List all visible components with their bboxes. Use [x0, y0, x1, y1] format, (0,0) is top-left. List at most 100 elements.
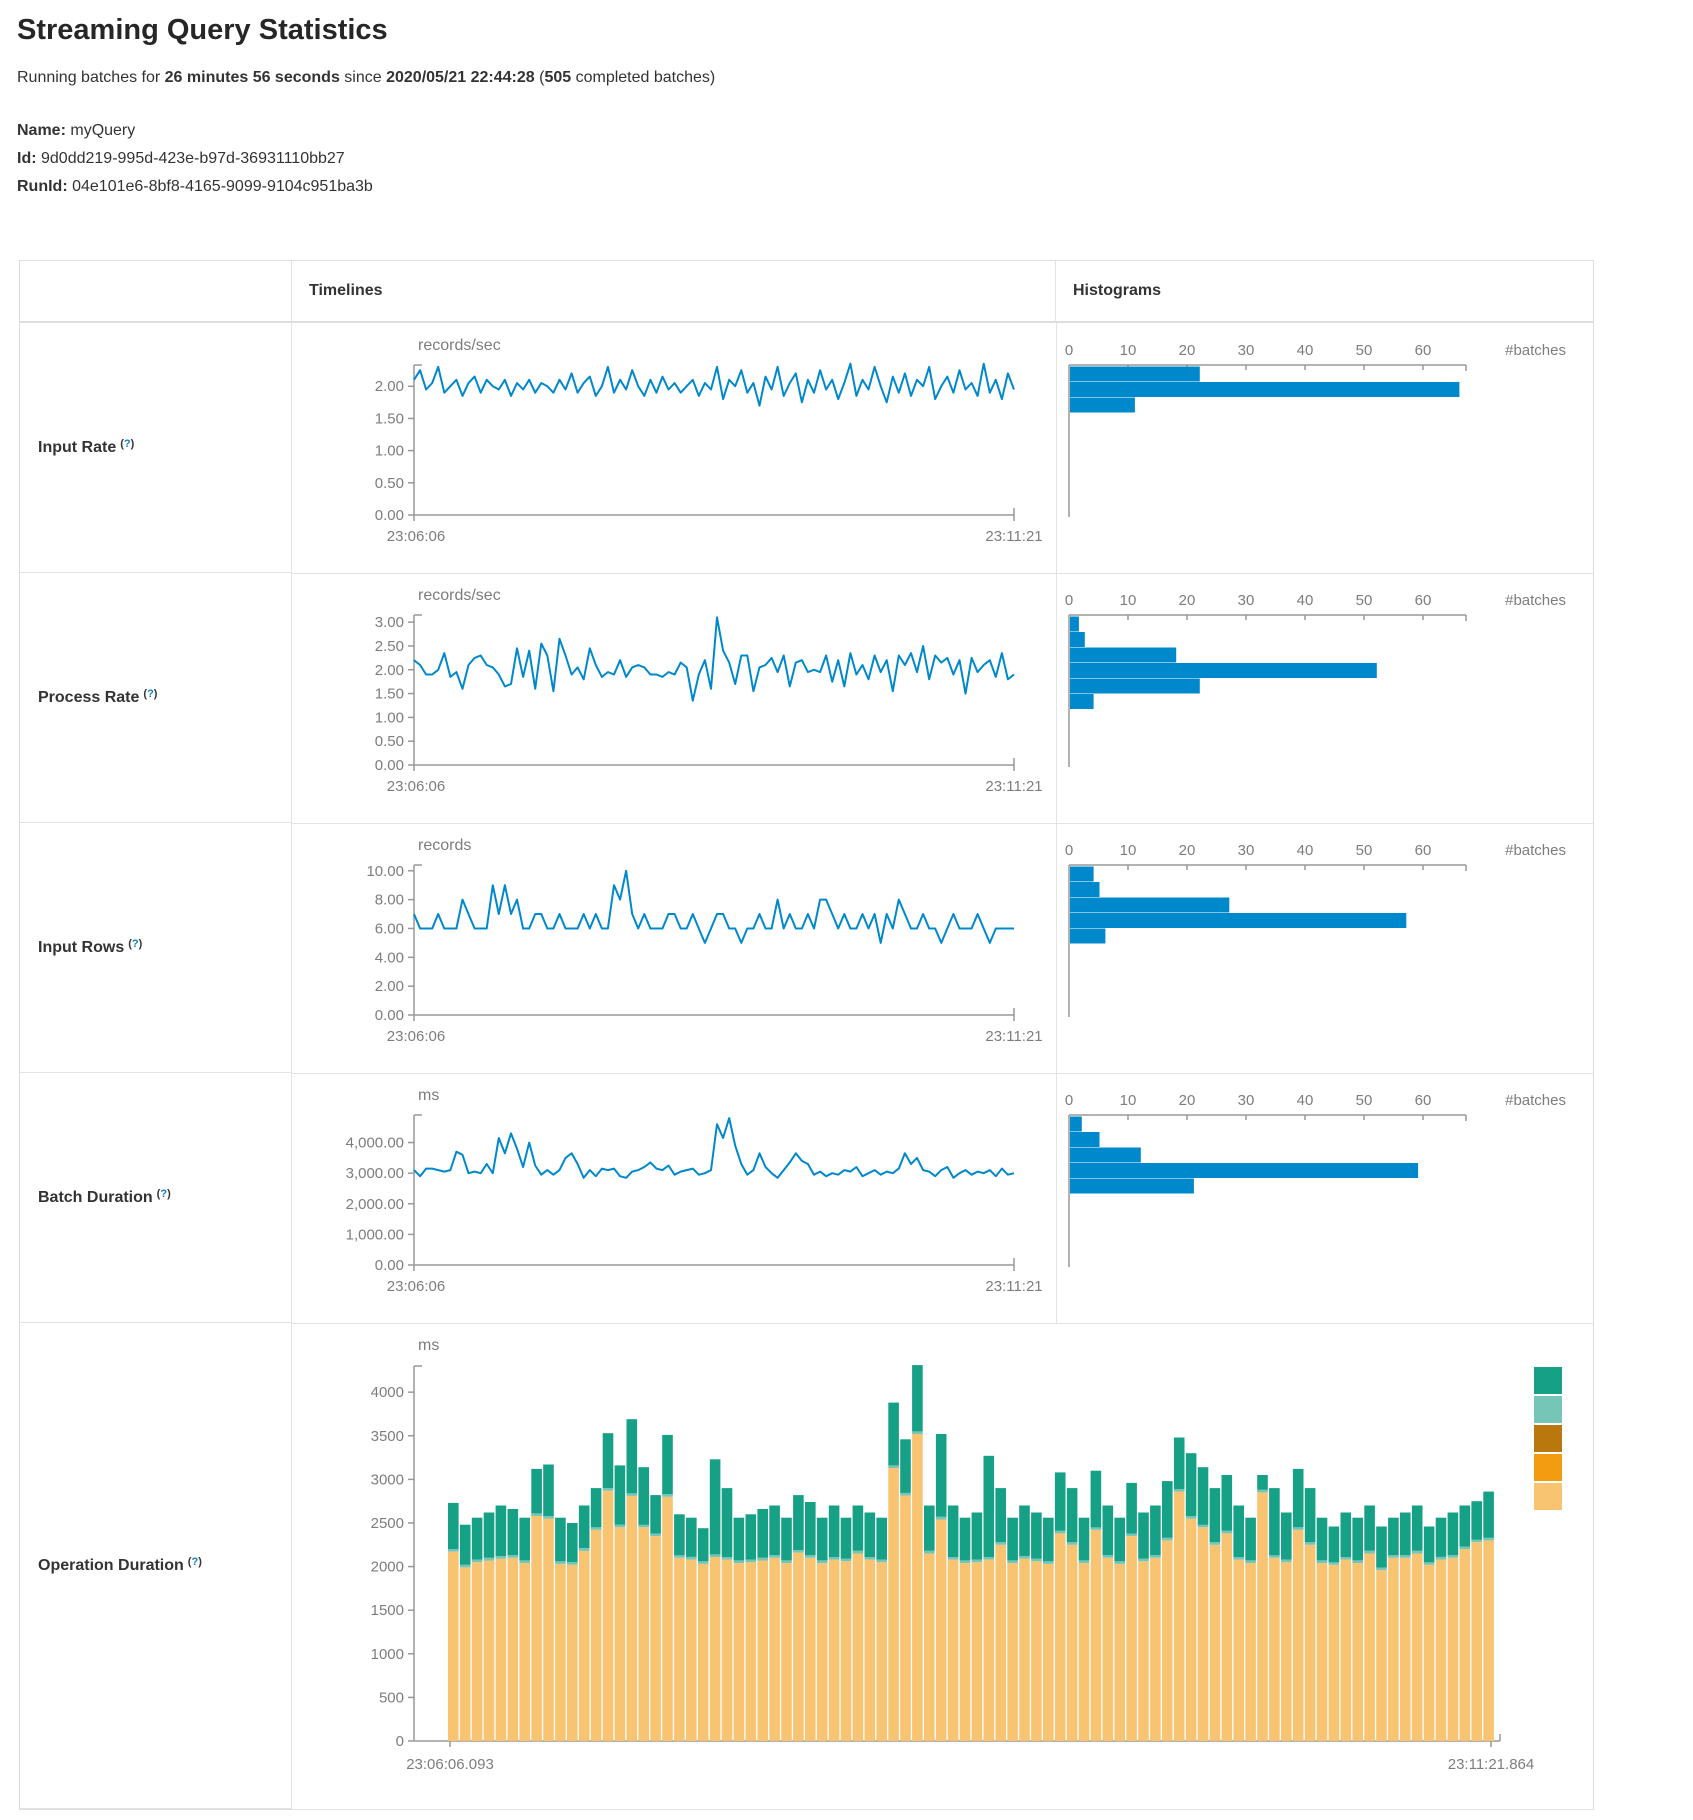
svg-text:10: 10 — [1120, 592, 1137, 609]
svg-text:#batches: #batches — [1505, 1092, 1566, 1109]
svg-text:0.50: 0.50 — [375, 733, 404, 750]
svg-text:1000: 1000 — [371, 1646, 404, 1663]
svg-text:23:11:21: 23:11:21 — [985, 528, 1042, 545]
histogram-svg: 0 10 20 30 40 50 60 #batches — [1065, 1092, 1566, 1267]
metric-label-input-rows: Input Rows (?) — [20, 823, 292, 1073]
metric-label-text: Input Rows — [38, 938, 125, 956]
svg-text:records: records — [418, 837, 471, 854]
svg-text:#batches: #batches — [1505, 342, 1566, 359]
histogram-svg: 0 10 20 30 40 50 60 #batches — [1065, 592, 1566, 767]
svg-text:30: 30 — [1238, 342, 1255, 359]
svg-text:50: 50 — [1356, 592, 1373, 609]
header-empty — [20, 261, 292, 323]
start-time: 2020/05/21 22:44:28 — [386, 69, 535, 86]
paren-open: ( — [534, 69, 545, 86]
svg-text:1.50: 1.50 — [375, 686, 404, 703]
help-icon[interactable]: (?) — [120, 437, 135, 450]
svg-text:20: 20 — [1179, 342, 1196, 359]
metric-label-text: Operation Duration — [38, 1556, 184, 1574]
svg-text:records/sec: records/sec — [418, 587, 501, 604]
input-rows-histogram-chart: 0 10 20 30 40 50 60 #batches — [1056, 823, 1593, 1074]
svg-text:60: 60 — [1415, 1092, 1432, 1109]
svg-text:0.50: 0.50 — [375, 475, 404, 492]
svg-text:2.00: 2.00 — [375, 978, 404, 995]
metric-label-text: Batch Duration — [38, 1188, 153, 1206]
svg-text:10: 10 — [1120, 342, 1137, 359]
query-name-value: myQuery — [70, 122, 136, 139]
svg-text:23:06:06: 23:06:06 — [387, 1028, 445, 1045]
svg-text:#batches: #batches — [1505, 592, 1566, 609]
batches-duration: 26 minutes 56 seconds — [164, 69, 340, 86]
svg-text:2000: 2000 — [371, 1559, 404, 1576]
legend-swatch — [1534, 1367, 1562, 1394]
query-meta: Name: myQuery Id: 9d0dd219-995d-423e-b97… — [17, 117, 1693, 201]
timeline-svg: records/sec 3.00 2.50 2.00 1.50 1.00 0.50 0.00 2… — [375, 587, 1043, 795]
svg-text:50: 50 — [1356, 842, 1373, 859]
svg-text:2.00: 2.00 — [375, 378, 404, 395]
svg-text:4.00: 4.00 — [375, 949, 404, 966]
help-icon[interactable]: (?) — [187, 1555, 202, 1568]
operation-duration-chart: ms 4000 3500 3000 2500 2000 1500 1000 500 0 23:06:… — [292, 1323, 1593, 1810]
svg-text:3000: 3000 — [371, 1471, 404, 1488]
svg-text:10: 10 — [1120, 842, 1137, 859]
help-icon[interactable]: (?) — [128, 937, 143, 950]
metric-label-input-rate: Input Rate (?) — [20, 323, 292, 573]
histogram-svg: 0 10 20 30 40 50 60 #batches — [1065, 842, 1566, 1017]
page-header: Streaming Query Statistics Running batch… — [0, 0, 1693, 201]
svg-text:30: 30 — [1238, 1092, 1255, 1109]
query-name-row: Name: myQuery — [17, 117, 1693, 145]
help-icon[interactable]: (?) — [156, 1187, 171, 1200]
help-icon[interactable]: (?) — [143, 687, 158, 700]
svg-text:23:11:21: 23:11:21 — [985, 1278, 1042, 1295]
svg-text:50: 50 — [1356, 342, 1373, 359]
summary-suffix: completed batches) — [571, 69, 716, 86]
input-rows-timeline-chart: records 10.00 8.00 6.00 4.00 2.00 0.00 23:06:06… — [292, 823, 1057, 1074]
query-id-row: Id: 9d0dd219-995d-423e-b97d-36931110bb27 — [17, 145, 1693, 173]
svg-text:3,000.00: 3,000.00 — [346, 1165, 404, 1182]
svg-text:20: 20 — [1179, 1092, 1196, 1109]
svg-text:1500: 1500 — [371, 1602, 404, 1619]
svg-text:1.00: 1.00 — [375, 443, 404, 460]
metric-label-text: Process Rate — [38, 688, 140, 706]
svg-text:0.00: 0.00 — [375, 1007, 404, 1024]
svg-text:2500: 2500 — [371, 1515, 404, 1532]
svg-text:23:06:06: 23:06:06 — [387, 778, 445, 795]
svg-text:23:06:06: 23:06:06 — [387, 1278, 445, 1295]
timeline-svg: ms 4,000.00 3,000.00 2,000.00 1,000.00 0.00 23… — [346, 1087, 1043, 1295]
svg-text:0.00: 0.00 — [375, 1257, 404, 1274]
header-histograms: Histograms — [1056, 261, 1593, 323]
histogram-svg: 0 10 20 30 40 50 60 #batches — [1065, 342, 1566, 517]
running-batches-summary: Running batches for 26 minutes 56 second… — [17, 69, 1693, 87]
svg-text:50: 50 — [1356, 1092, 1373, 1109]
svg-text:4000: 4000 — [371, 1384, 404, 1401]
svg-text:23:06:06.093: 23:06:06.093 — [406, 1756, 494, 1773]
svg-text:0: 0 — [396, 1733, 404, 1750]
svg-text:20: 20 — [1179, 842, 1196, 859]
timeline-svg: records 10.00 8.00 6.00 4.00 2.00 0.00 23:06:06… — [366, 837, 1042, 1045]
completed-batches-count: 505 — [544, 69, 572, 86]
svg-text:1,000.00: 1,000.00 — [346, 1226, 404, 1243]
svg-text:2.50: 2.50 — [375, 638, 404, 655]
query-runid-label: RunId: — [17, 178, 68, 195]
svg-text:records/sec: records/sec — [418, 337, 501, 354]
svg-text:6.00: 6.00 — [375, 920, 404, 937]
legend-swatch — [1534, 1454, 1562, 1481]
legend-swatch — [1534, 1483, 1562, 1510]
svg-text:10: 10 — [1120, 1092, 1137, 1109]
timeline-svg: records/sec 2.00 1.50 1.00 0.50 0.00 23:06:06 2… — [375, 337, 1043, 545]
metric-label-operation-duration: Operation Duration (?) — [20, 1323, 292, 1809]
summary-middle: since — [339, 69, 387, 86]
input-rate-timeline-chart: records/sec 2.00 1.50 1.00 0.50 0.00 23:06:06 2… — [292, 323, 1057, 574]
svg-text:500: 500 — [379, 1689, 404, 1706]
header-timelines: Timelines — [292, 261, 1056, 323]
svg-text:3500: 3500 — [371, 1428, 404, 1445]
page-title: Streaming Query Statistics — [17, 14, 388, 46]
query-id-value: 9d0dd219-995d-423e-b97d-36931110bb27 — [41, 150, 345, 167]
svg-text:1.50: 1.50 — [375, 410, 404, 427]
svg-text:30: 30 — [1238, 842, 1255, 859]
svg-text:0: 0 — [1065, 1092, 1073, 1109]
query-name-label: Name: — [17, 122, 66, 139]
svg-text:40: 40 — [1297, 342, 1314, 359]
svg-text:20: 20 — [1179, 592, 1196, 609]
svg-text:8.00: 8.00 — [375, 892, 404, 909]
